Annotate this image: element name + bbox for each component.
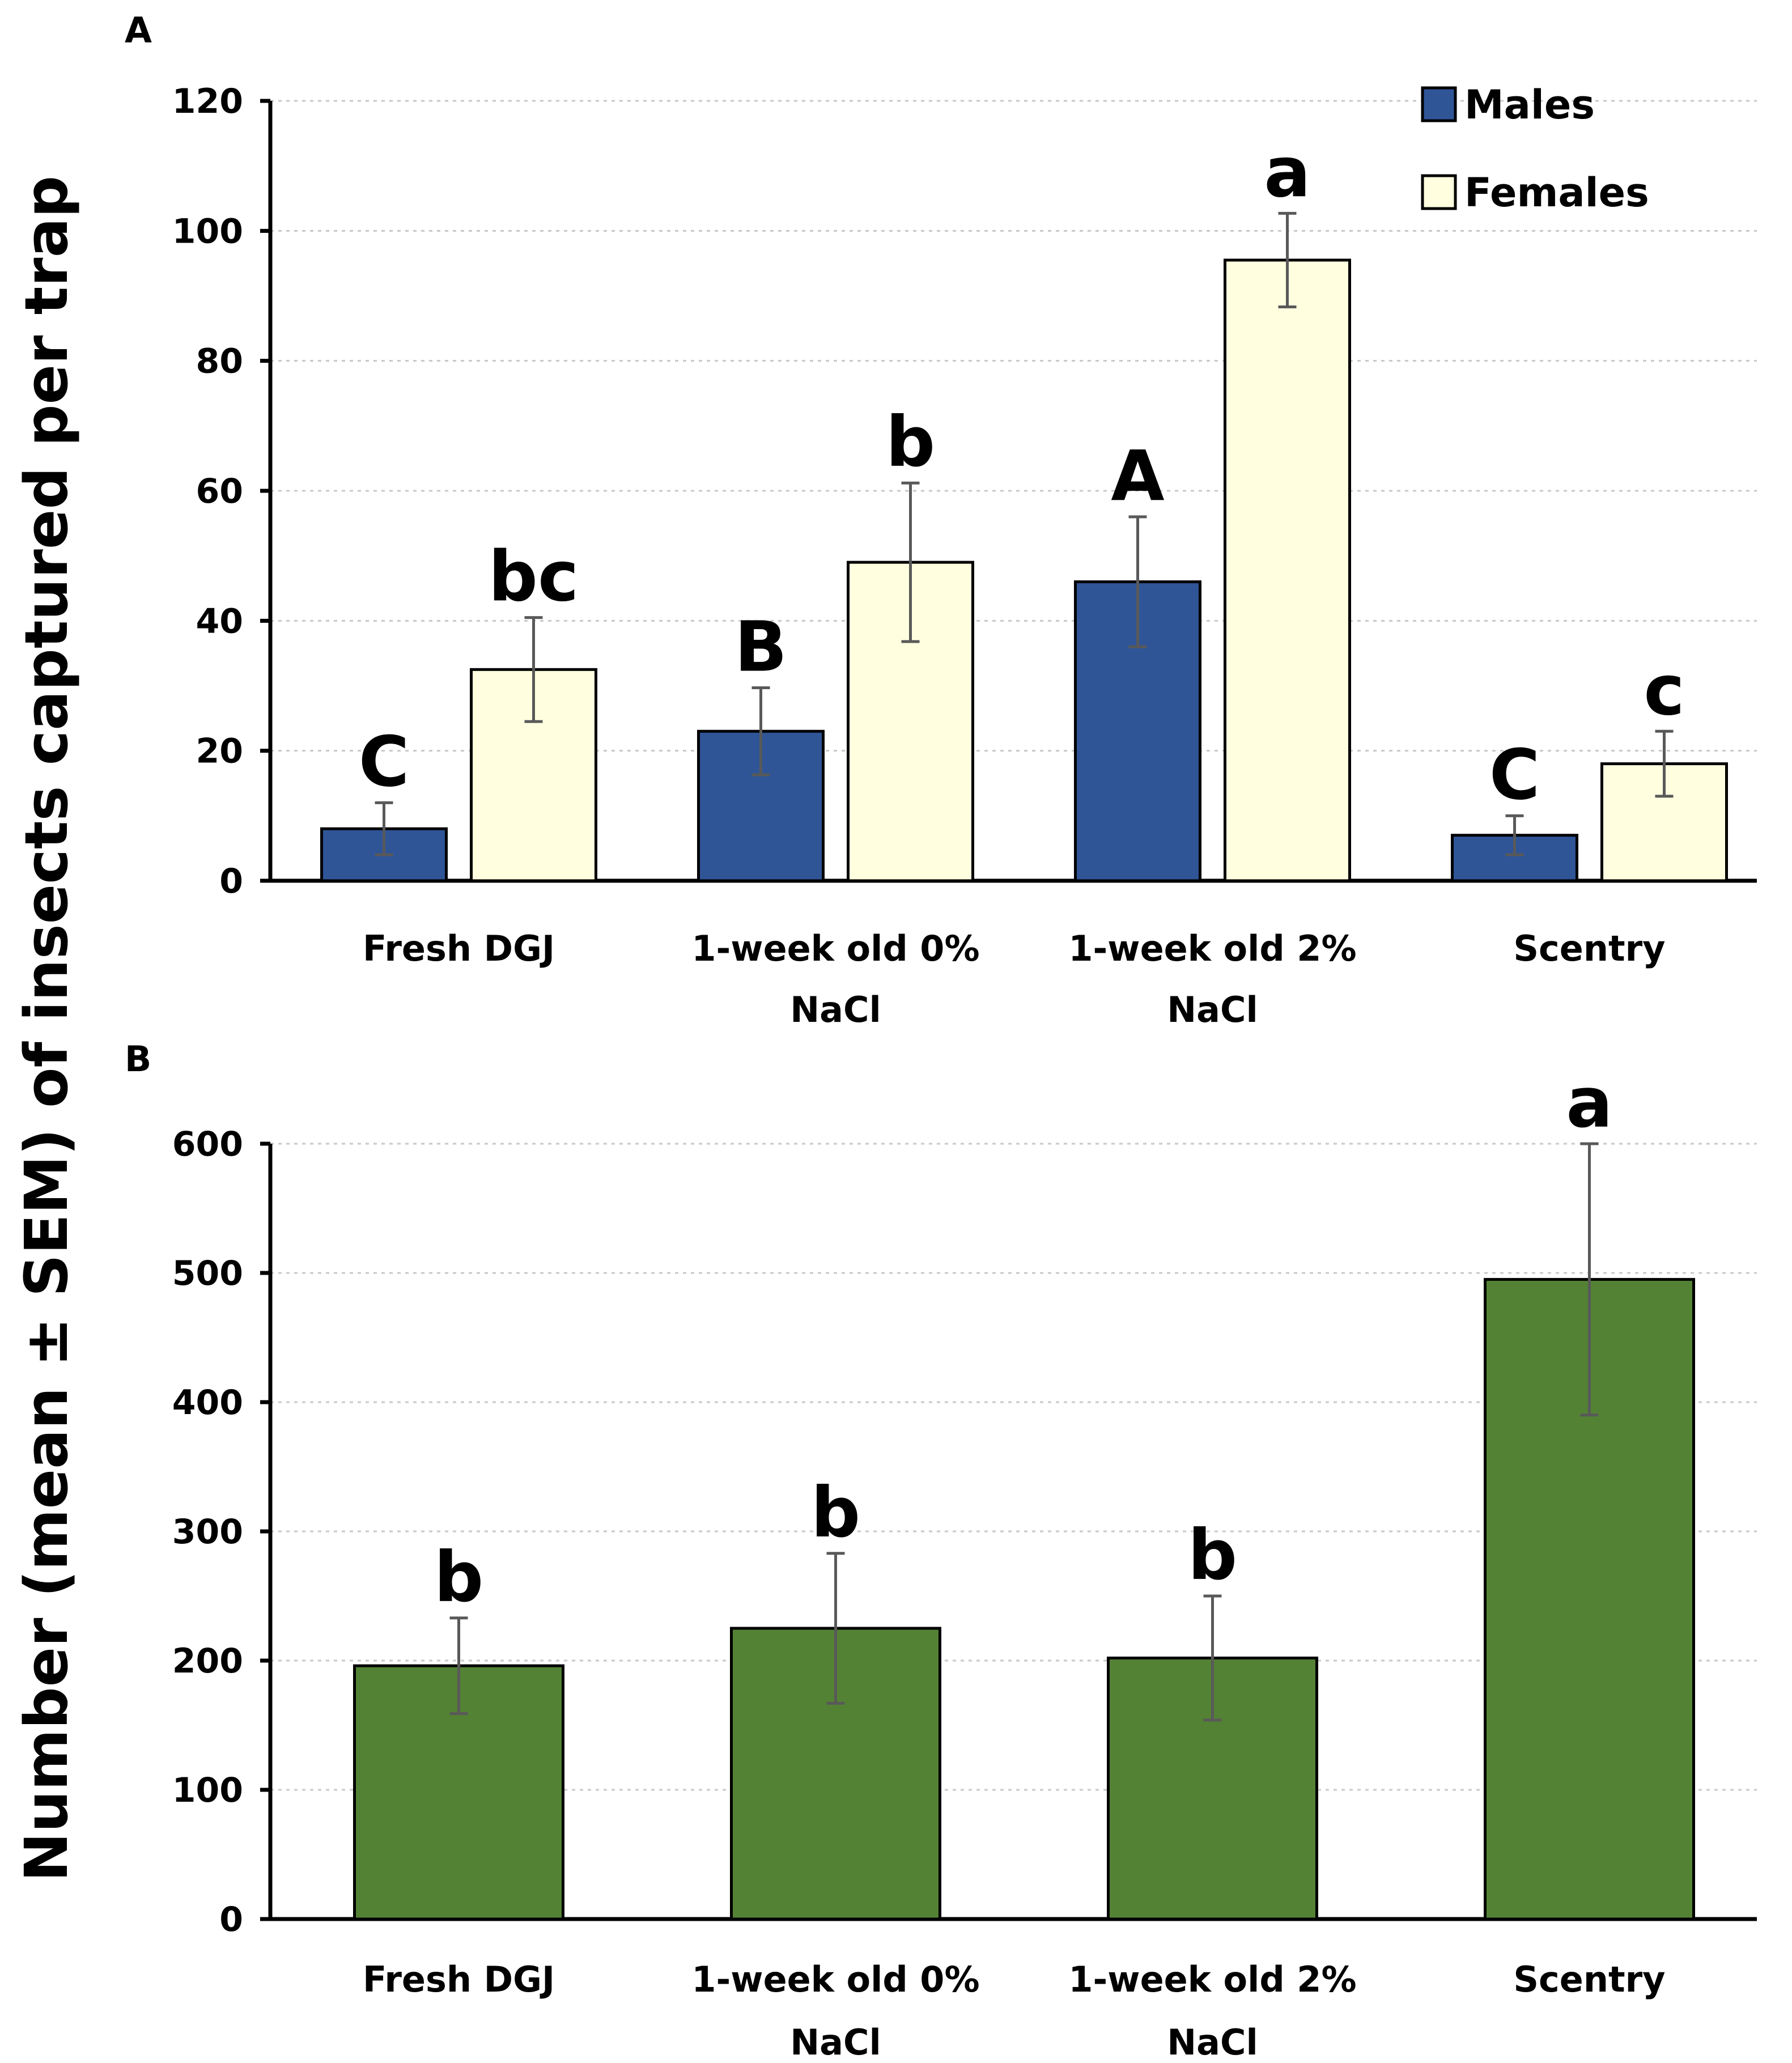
y-tick-label: 0	[219, 1900, 243, 1939]
category-label-4: Scentry	[1513, 1959, 1665, 2000]
legend-swatch-females	[1421, 174, 1457, 210]
significance-letter: b	[1188, 1515, 1237, 1595]
category-label-3-line2: NaCl	[1167, 2022, 1258, 2063]
significance-letter: a	[1566, 1063, 1612, 1143]
legend-label-males: Males	[1464, 82, 1595, 128]
category-label-4: Scentry	[1513, 928, 1665, 969]
category-label-1: Fresh DGJ	[363, 1959, 555, 2000]
panel-letter-a: A	[125, 10, 152, 51]
category-label-2: 1-week old 0%	[691, 1959, 979, 2000]
y-tick-label: 60	[196, 472, 244, 511]
y-tick-label: 0	[219, 861, 243, 901]
significance-letter: b	[434, 1537, 483, 1618]
y-tick-label: 300	[172, 1512, 243, 1552]
chart-panel-b: B 0 100 200 300 400 500 600 b Fresh DGJ b 1-week ol…	[125, 1038, 1757, 2063]
legend-swatch-males	[1421, 86, 1457, 122]
y-tick-label: 400	[172, 1383, 243, 1423]
significance-letter: a	[1264, 132, 1310, 213]
y-tick-label: 80	[196, 342, 244, 381]
significance-letter: c	[1644, 650, 1684, 731]
y-tick-label: 100	[172, 211, 243, 251]
category-label-2-line2: NaCl	[790, 2022, 881, 2063]
y-tick-label: 100	[172, 1771, 243, 1810]
y-tick-label: 600	[172, 1124, 243, 1164]
legend-label-females: Females	[1464, 169, 1649, 216]
y-tick-label: 200	[172, 1641, 243, 1681]
category-label-2-line2: NaCl	[790, 989, 881, 1030]
panel-letter-b: B	[125, 1038, 151, 1080]
chart-panel-a: A 0 20 40 60 80 100 120 Cbc Fresh DGJ Bb 1-week old…	[125, 10, 1757, 1030]
category-label-3: 1-week old 2%	[1068, 1959, 1356, 2000]
y-tick-label: 40	[196, 601, 244, 641]
bar-females-3	[1224, 258, 1351, 882]
category-label-3: 1-week old 2%	[1068, 928, 1356, 969]
significance-letter: C	[359, 721, 410, 802]
y-tick-label: 20	[196, 732, 244, 771]
y-axis-label: Number (mean ± SEM) of insects captured …	[12, 176, 81, 1882]
category-label-2: 1-week old 0%	[691, 928, 979, 969]
y-tick-label: 120	[172, 82, 243, 121]
significance-letter: A	[1111, 436, 1164, 516]
significance-letter: b	[886, 402, 935, 482]
significance-letter: B	[734, 606, 787, 687]
significance-letter: bc	[489, 537, 579, 617]
y-tick-label: 500	[172, 1254, 243, 1293]
category-label-1: Fresh DGJ	[363, 928, 555, 969]
category-label-3-line2: NaCl	[1167, 989, 1258, 1030]
significance-letter: C	[1489, 735, 1540, 815]
significance-letter: b	[811, 1472, 860, 1553]
